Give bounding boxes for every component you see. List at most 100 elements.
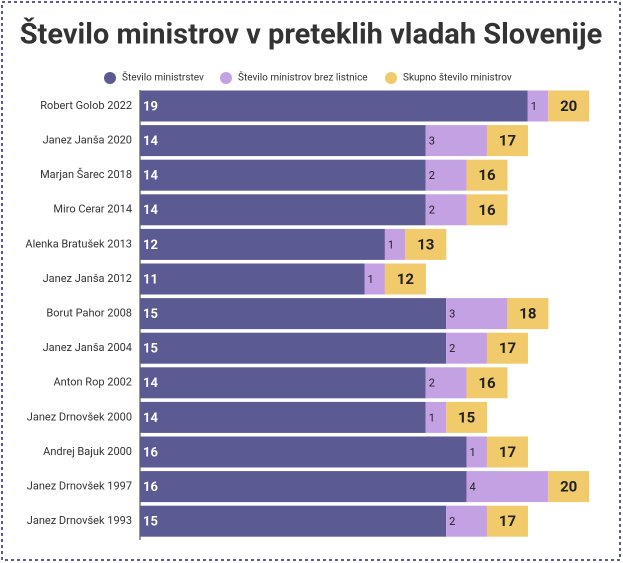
bar-segment xyxy=(140,298,447,330)
data-label: 16 xyxy=(478,374,496,392)
bar-segment xyxy=(425,401,447,433)
data-label: 2 xyxy=(449,342,455,355)
data-label: 2 xyxy=(429,169,435,182)
y-tick-label: Borut Pahor 2008 xyxy=(46,307,132,320)
chart-title: Število ministrov v preteklih vladah Slo… xyxy=(20,17,603,52)
y-tick-label: Janez Drnovšek 1993 xyxy=(27,514,132,527)
total-box xyxy=(466,159,508,191)
legend-label: Skupno število ministrov xyxy=(403,73,512,84)
data-label: 3 xyxy=(449,308,455,321)
y-tick-label: Marjan Šarec 2018 xyxy=(40,168,132,181)
bar-segment xyxy=(527,90,549,122)
bar-segment xyxy=(140,90,528,122)
bar-segment xyxy=(140,263,365,295)
data-label: 1 xyxy=(470,446,476,459)
data-label: 15 xyxy=(458,408,475,426)
data-label: 15 xyxy=(143,515,158,530)
y-tick-label: Janez Janša 2012 xyxy=(43,272,132,285)
bar-segment xyxy=(140,228,385,260)
total-box xyxy=(446,401,488,433)
total-box xyxy=(507,298,549,330)
legend-marker xyxy=(385,72,397,84)
data-label: 2 xyxy=(449,515,455,528)
bar-segment xyxy=(466,436,487,468)
total-box xyxy=(405,228,447,260)
data-label: 16 xyxy=(143,480,158,495)
data-label: 17 xyxy=(499,443,516,461)
data-label: 11 xyxy=(143,272,158,287)
bar-segment xyxy=(140,332,447,364)
data-label: 16 xyxy=(478,201,496,219)
data-label: 17 xyxy=(499,339,516,357)
y-tick-label: Janez Drnovšek 1997 xyxy=(27,480,132,493)
data-label: 14 xyxy=(143,203,158,218)
total-box xyxy=(384,263,426,295)
data-label: 14 xyxy=(143,134,158,149)
bar-segment xyxy=(425,367,467,399)
bar-segment xyxy=(466,471,549,503)
legend-label: Število ministrov brez listnice xyxy=(238,71,368,84)
data-label: 2 xyxy=(429,204,435,217)
legend-label: Število ministrstev xyxy=(122,71,204,84)
bar-segment xyxy=(140,125,426,157)
legend-marker xyxy=(220,72,232,84)
data-label: 15 xyxy=(143,342,158,357)
bar-segment xyxy=(140,367,426,399)
data-label: 12 xyxy=(143,238,158,253)
total-box xyxy=(466,367,508,399)
data-label: 18 xyxy=(519,305,536,323)
bar-segment xyxy=(425,159,467,191)
data-label: 19 xyxy=(143,99,158,114)
total-box xyxy=(548,471,590,503)
data-label: 13 xyxy=(417,235,434,253)
bar-segment xyxy=(140,401,426,433)
y-tick-label: Alenka Bratušek 2013 xyxy=(25,237,132,250)
data-label: 1 xyxy=(388,238,394,251)
data-label: 12 xyxy=(397,270,415,288)
data-label: 14 xyxy=(143,411,158,426)
data-label: 15 xyxy=(143,307,158,322)
total-box xyxy=(486,125,528,157)
bar-segment xyxy=(140,471,467,503)
total-box xyxy=(466,194,508,226)
legend-marker xyxy=(104,72,116,84)
data-label: 1 xyxy=(429,411,435,424)
bar-segment xyxy=(446,505,487,537)
data-label: 17 xyxy=(499,512,516,530)
y-tick-label: Andrej Bajuk 2000 xyxy=(43,445,132,458)
bar-segment xyxy=(425,125,487,157)
data-label: 2 xyxy=(429,377,435,390)
data-label: 14 xyxy=(143,376,158,391)
bar-segment xyxy=(364,263,385,295)
y-tick-label: Janez Drnovšek 2000 xyxy=(27,410,132,423)
y-tick-label: Anton Rop 2002 xyxy=(53,376,132,389)
y-tick-label: Miro Cerar 2014 xyxy=(53,203,132,216)
bar-segment xyxy=(140,505,447,537)
y-tick-label: Robert Golob 2022 xyxy=(40,99,132,112)
total-box xyxy=(486,505,528,537)
data-label: 20 xyxy=(560,97,577,115)
total-box xyxy=(486,332,528,364)
total-box xyxy=(486,436,528,468)
bar-segment xyxy=(446,298,508,330)
data-label: 20 xyxy=(560,478,577,496)
data-label: 1 xyxy=(531,100,537,113)
bar-segment xyxy=(140,194,426,226)
total-box xyxy=(548,90,590,122)
data-label: 16 xyxy=(478,166,496,184)
bar-segment xyxy=(384,228,406,260)
data-label: 3 xyxy=(429,135,435,148)
y-tick-label: Janez Janša 2004 xyxy=(43,341,132,354)
y-tick-label: Janez Janša 2020 xyxy=(43,134,132,147)
data-label: 4 xyxy=(470,481,476,494)
bar-segment xyxy=(425,194,467,226)
data-label: 1 xyxy=(368,273,374,286)
data-label: 17 xyxy=(499,132,516,150)
data-label: 16 xyxy=(143,445,158,460)
bar-segment xyxy=(446,332,487,364)
bar-segment xyxy=(140,436,467,468)
bar-segment xyxy=(140,159,426,191)
data-label: 14 xyxy=(143,169,158,184)
